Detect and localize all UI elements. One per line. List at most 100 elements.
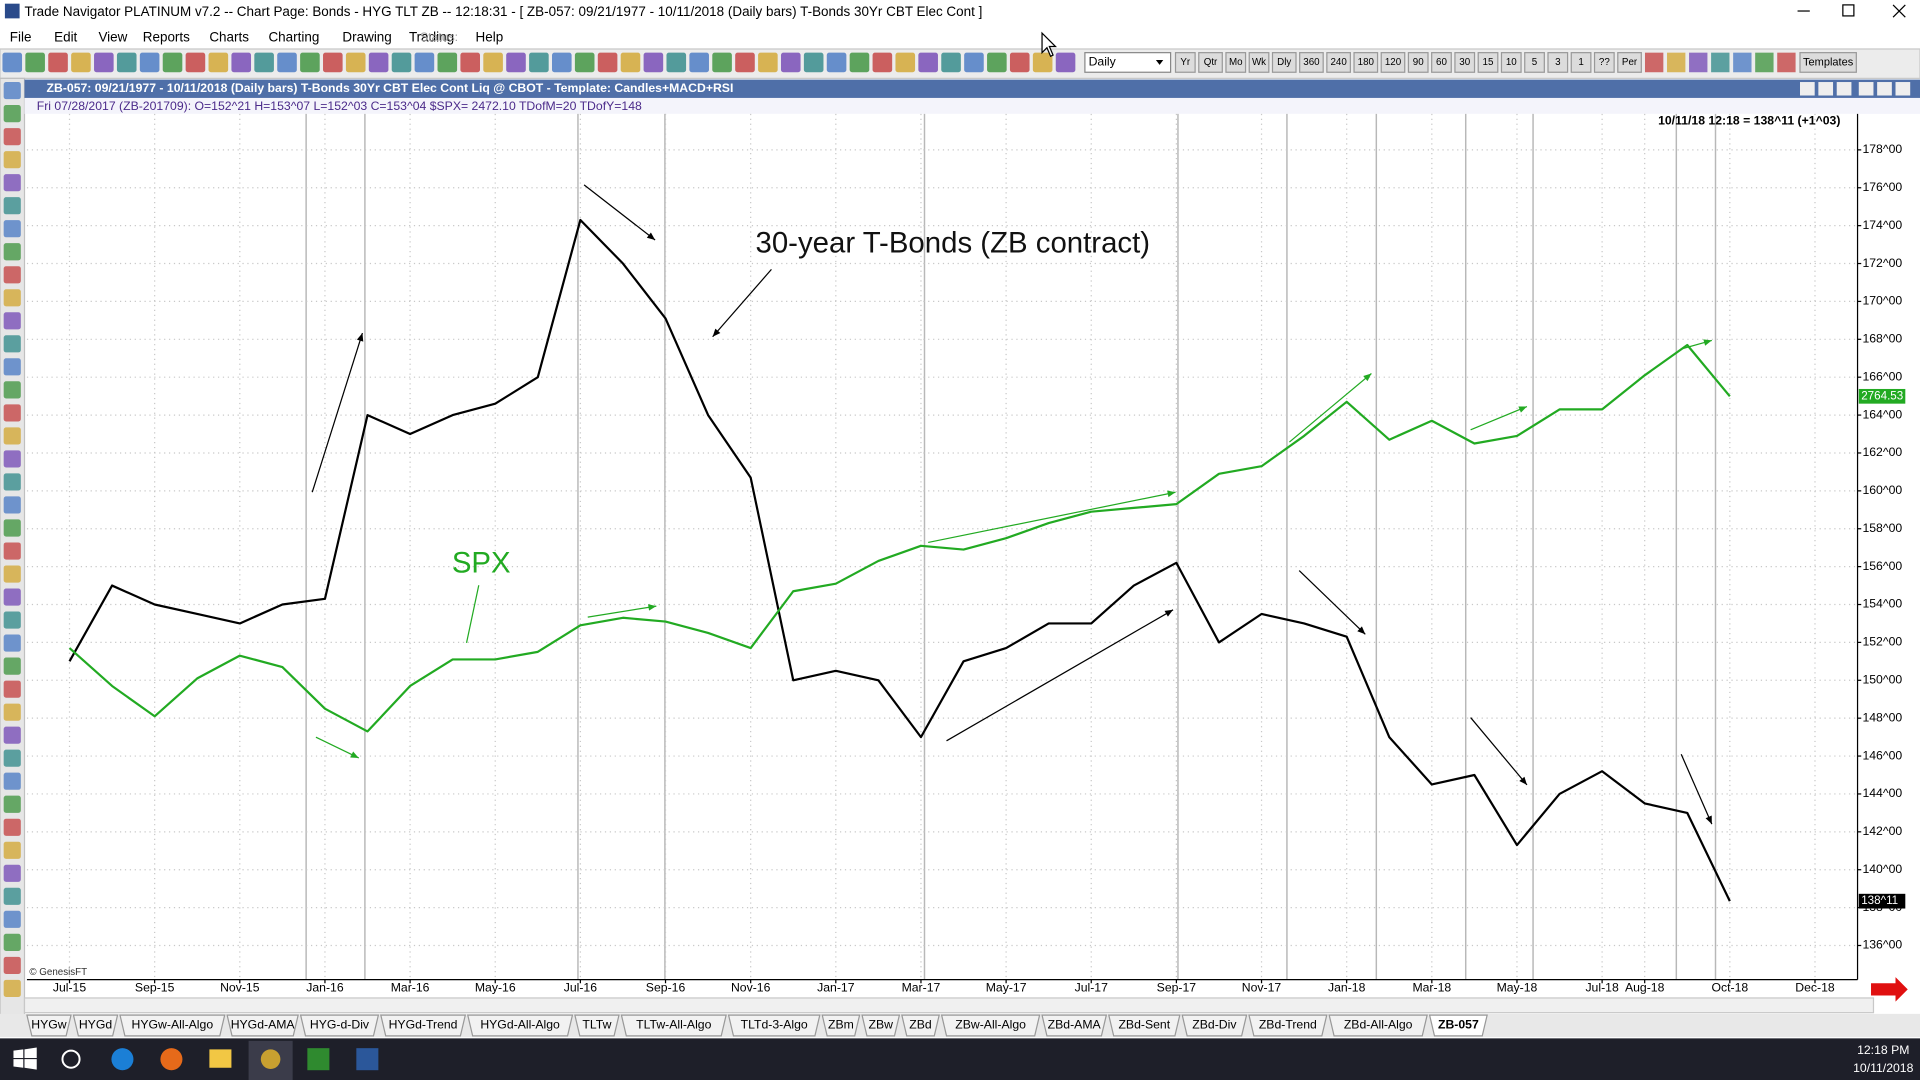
toolbar-icon[interactable] [552,52,572,73]
tab[interactable] [72,1014,119,1037]
tool-icon[interactable] [3,910,21,928]
tool-icon[interactable] [3,795,21,813]
period-button[interactable] [1431,52,1452,73]
tool-icon[interactable] [3,220,21,238]
tool-icon[interactable] [3,749,21,767]
period-button[interactable] [1271,52,1297,73]
period-button[interactable] [1570,52,1592,73]
tool-icon[interactable] [3,588,21,606]
period-button[interactable] [1225,52,1247,73]
edge-icon[interactable] [111,1048,134,1071]
tool-icon[interactable] [3,979,21,997]
toolbar-icon[interactable] [368,52,389,73]
scrollbar[interactable] [23,997,1875,1014]
toolbar-icon[interactable] [1755,52,1774,73]
menu-item[interactable]: View [98,30,127,45]
period-button[interactable] [1617,52,1642,73]
period-button[interactable] [1524,52,1545,73]
toolbar-icon[interactable] [1055,52,1076,73]
toolbar-icon[interactable] [94,52,114,73]
tool-icon[interactable] [3,864,21,882]
toolbar-icon[interactable] [529,52,549,73]
toolbar-icon[interactable] [208,52,229,73]
tab[interactable] [901,1014,940,1037]
toolbar-icon[interactable] [1733,52,1752,73]
tab[interactable] [861,1014,901,1037]
toolbar-icon[interactable] [185,52,206,73]
period-button[interactable] [1174,52,1196,73]
window-button[interactable] [1818,82,1834,96]
tool-icon[interactable] [3,289,21,307]
toolbar-icon[interactable] [666,52,687,73]
tool-icon[interactable] [3,404,21,422]
tool-icon[interactable] [3,887,21,905]
toolbar-icon[interactable] [231,52,252,73]
menu-item[interactable]: Edit [54,30,77,45]
tool-icon[interactable] [3,381,21,399]
toolbar-icon[interactable] [780,52,801,73]
tool-icon[interactable] [3,657,21,675]
toolbar-icon[interactable] [391,52,412,73]
toolbar-icon[interactable] [987,52,1007,73]
tab[interactable] [26,1014,72,1037]
window-button[interactable] [1858,82,1874,96]
tool-icon[interactable] [3,634,21,652]
tool-icon[interactable] [3,128,21,146]
period-button[interactable] [1454,52,1476,73]
toolbar-icon[interactable] [1711,52,1730,73]
toolbar-icon[interactable] [2,52,23,73]
toolbar-icon[interactable] [1009,52,1030,73]
toolbar-icon[interactable] [437,52,458,73]
toolbar-icon[interactable] [620,52,641,73]
toolbar-icon[interactable] [506,52,526,73]
period-button[interactable] [1248,52,1270,73]
tool-icon[interactable] [3,427,21,445]
tab[interactable] [940,1014,1041,1037]
tab[interactable] [1181,1014,1248,1037]
period-button[interactable] [1326,52,1351,73]
explorer-icon[interactable] [209,1049,232,1068]
toolbar-icon[interactable] [25,52,45,73]
period-button[interactable] [1593,52,1615,73]
menu-item[interactable]: Charting [268,30,319,45]
toolbar-icon[interactable] [1667,52,1686,73]
tab[interactable] [226,1014,299,1037]
menu-item[interactable]: Drawing [342,30,391,45]
menu-item[interactable]: Trading [409,30,454,45]
tab[interactable] [1108,1014,1181,1037]
toolbar-icon[interactable] [254,52,274,73]
app-icon-green[interactable] [307,1048,330,1071]
tab[interactable] [574,1014,620,1037]
templates-button[interactable] [1799,52,1857,73]
tool-icon[interactable] [3,519,21,537]
window-button[interactable] [1877,82,1892,96]
menu-item[interactable]: Help [476,30,504,45]
start-button[interactable] [13,1047,37,1070]
period-button[interactable] [1500,52,1522,73]
menu-item[interactable]: File [10,30,32,45]
word-icon[interactable] [356,1048,379,1071]
toolbar-icon[interactable] [116,52,137,73]
toolbar-icon[interactable] [689,52,709,73]
close-button[interactable] [1892,4,1906,18]
tool-icon[interactable] [3,956,21,974]
tool-icon[interactable] [3,611,21,629]
toolbar-icon[interactable] [300,52,320,73]
tool-icon[interactable] [3,680,21,698]
period-button[interactable] [1380,52,1406,73]
tool-icon[interactable] [3,542,21,560]
tradenav-icon[interactable] [260,1049,281,1069]
tab[interactable] [1248,1014,1328,1037]
scroll-arrow[interactable] [1871,977,1908,1002]
toolbar-icon[interactable] [712,52,732,73]
tool-icon[interactable] [3,818,21,836]
toolbar-icon[interactable] [460,52,480,73]
tab[interactable] [1428,1014,1488,1037]
toolbar-icon[interactable] [803,52,824,73]
toolbar-icon[interactable] [414,52,435,73]
tool-icon[interactable] [3,933,21,951]
window-button[interactable] [1800,82,1815,96]
toolbar-icon[interactable] [323,52,343,73]
toolbar-icon[interactable] [277,52,297,73]
toolbar-icon[interactable] [1777,52,1796,73]
